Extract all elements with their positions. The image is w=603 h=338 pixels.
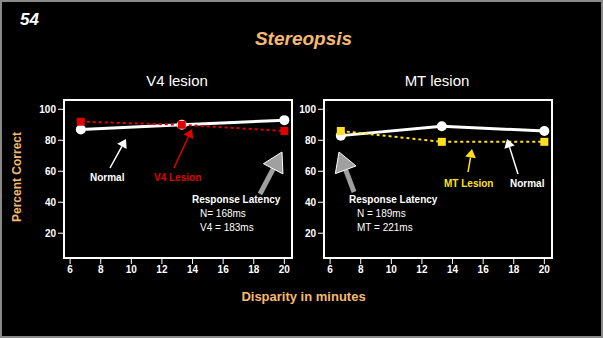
svg-text:6: 6 [327, 264, 333, 275]
svg-text:40: 40 [305, 197, 317, 208]
html-text:V4 = 183ms: V4 = 183ms [200, 222, 254, 233]
svg-text:8: 8 [358, 264, 364, 275]
html-text:Percent Correct: Percent Correct [10, 132, 24, 222]
svg-text:100: 100 [299, 104, 316, 115]
svg-text:14: 14 [447, 264, 459, 275]
svg-text:16: 16 [218, 264, 230, 275]
svg-text:8: 8 [98, 264, 104, 275]
svg-text:20: 20 [45, 228, 57, 239]
html-text:MT = 221ms: MT = 221ms [357, 222, 413, 233]
html-text:N = 189ms: N = 189ms [357, 208, 406, 219]
svg-text:10: 10 [126, 264, 138, 275]
html-text:MT lesion: MT lesion [404, 72, 470, 89]
html-text:Disparity in minutes: Disparity in minutes [241, 289, 366, 304]
html-text:N= 168ms: N= 168ms [200, 208, 246, 219]
html-text:54: 54 [20, 10, 39, 29]
html-text:MT Lesion: MT Lesion [444, 178, 494, 189]
svg-text:20: 20 [305, 228, 317, 239]
svg-text:20: 20 [539, 264, 551, 275]
svg-text:40: 40 [45, 197, 57, 208]
svg-text:20: 20 [279, 264, 291, 275]
svg-text:60: 60 [305, 166, 317, 177]
svg-text:14: 14 [187, 264, 199, 275]
html-text:V4 Lesion: V4 Lesion [154, 172, 202, 183]
html-text:Response Latency: Response Latency [192, 194, 281, 205]
svg-text:12: 12 [156, 264, 168, 275]
svg-text:60: 60 [45, 166, 57, 177]
html-text:V4 lesion: V4 lesion [146, 72, 208, 89]
svg-text:6: 6 [67, 264, 73, 275]
html-text:Normal: Normal [90, 172, 125, 183]
svg-text:16: 16 [478, 264, 490, 275]
svg-text:12: 12 [416, 264, 428, 275]
svg-text:80: 80 [45, 135, 57, 146]
svg-text:100: 100 [39, 104, 56, 115]
svg-text:18: 18 [508, 264, 520, 275]
svg-text:18: 18 [248, 264, 260, 275]
svg-text:80: 80 [305, 135, 317, 146]
svg-text:10: 10 [386, 264, 398, 275]
html-text:Response Latency: Response Latency [349, 194, 438, 205]
html-text:Stereopsis: Stereopsis [254, 28, 353, 49]
html-text:Normal: Normal [510, 178, 545, 189]
